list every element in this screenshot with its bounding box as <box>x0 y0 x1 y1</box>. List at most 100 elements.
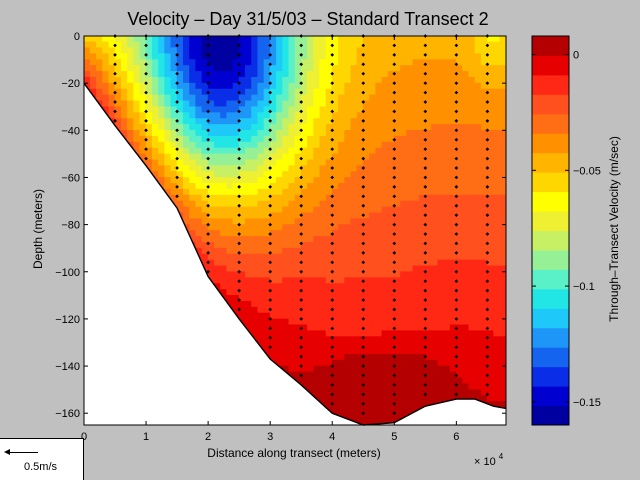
field-cell <box>238 206 246 214</box>
field-cell <box>449 312 457 320</box>
field-cell <box>418 277 426 284</box>
field-cell <box>214 82 221 90</box>
field-cell <box>344 100 352 108</box>
field-cell <box>319 312 327 320</box>
field-cell <box>232 59 240 66</box>
field-cell <box>449 318 457 326</box>
field-cell <box>418 330 426 337</box>
field-cell <box>387 389 395 396</box>
field-cell <box>226 153 234 161</box>
field-cell <box>493 389 501 396</box>
field-cell <box>307 177 314 184</box>
field-cell <box>344 171 352 178</box>
field-cell <box>325 342 333 349</box>
field-cell <box>412 230 420 237</box>
field-cell <box>418 59 426 66</box>
field-cell <box>449 71 457 78</box>
field-cell <box>369 336 376 343</box>
field-cell <box>406 295 414 302</box>
field-cell <box>201 159 209 166</box>
field-cell <box>108 94 116 102</box>
field-cell <box>294 71 302 78</box>
field-cell <box>145 141 153 149</box>
field-cell <box>369 218 376 225</box>
station-point <box>454 373 459 378</box>
field-cell <box>151 65 159 72</box>
field-cell <box>344 188 352 196</box>
field-cell <box>418 130 426 137</box>
field-cell <box>369 135 376 143</box>
field-cell <box>362 177 370 184</box>
field-cell <box>139 94 147 102</box>
field-cell <box>176 76 184 84</box>
colorbar-band <box>532 113 569 134</box>
field-cell <box>263 130 271 137</box>
colorbar-band <box>532 36 569 56</box>
field-cell <box>269 330 277 337</box>
field-cell <box>139 100 147 108</box>
field-cell <box>443 389 451 396</box>
field-cell <box>449 271 457 278</box>
field-cell <box>480 94 488 102</box>
field-cell <box>487 71 494 78</box>
field-cell <box>307 271 314 278</box>
field-cell <box>393 171 401 178</box>
station-point <box>237 260 241 265</box>
field-cell <box>133 100 141 108</box>
station-point <box>330 383 335 387</box>
field-cell <box>282 141 290 149</box>
field-cell <box>207 65 215 72</box>
field-cell <box>487 224 494 231</box>
field-cell <box>214 41 221 49</box>
field-cell <box>387 371 395 379</box>
field-cell <box>412 389 420 396</box>
field-cell <box>493 253 501 261</box>
field-cell <box>369 224 376 231</box>
field-cell <box>387 259 395 267</box>
field-cell <box>238 177 246 184</box>
field-cell <box>307 348 314 355</box>
station-point <box>299 373 304 378</box>
field-cell <box>425 371 432 379</box>
field-cell <box>381 389 389 396</box>
field-cell <box>164 153 172 161</box>
station-point <box>144 156 148 161</box>
field-cell <box>282 230 290 237</box>
field-cell <box>338 177 345 184</box>
field-cell <box>338 377 345 385</box>
field-cell <box>331 106 339 113</box>
field-cell <box>195 200 203 208</box>
station-point <box>361 166 366 170</box>
station-point <box>361 392 366 397</box>
field-cell <box>313 277 321 284</box>
field-cell <box>257 218 265 225</box>
field-cell <box>313 206 321 214</box>
field-cell <box>331 177 339 184</box>
field-cell <box>232 183 240 190</box>
field-cell <box>474 82 482 90</box>
field-cell <box>300 230 308 237</box>
field-cell <box>269 165 277 172</box>
field-cell <box>331 295 339 302</box>
field-cell <box>189 106 197 113</box>
field-cell <box>487 342 494 349</box>
field-cell <box>468 353 476 361</box>
field-cell <box>294 41 302 49</box>
field-cell <box>220 194 228 202</box>
field-cell <box>288 71 296 78</box>
field-cell <box>331 353 339 361</box>
field-cell <box>480 171 488 178</box>
station-point <box>144 128 148 133</box>
field-cell <box>127 41 134 49</box>
field-cell <box>151 159 159 166</box>
field-cell <box>406 59 414 66</box>
field-cell <box>170 130 178 137</box>
field-cell <box>456 289 463 296</box>
field-cell <box>133 118 141 125</box>
field-cell <box>375 306 383 314</box>
field-cell <box>369 306 376 314</box>
field-cell <box>393 241 401 249</box>
field-cell <box>487 318 494 326</box>
field-cell <box>282 112 290 119</box>
field-cell <box>449 371 457 379</box>
